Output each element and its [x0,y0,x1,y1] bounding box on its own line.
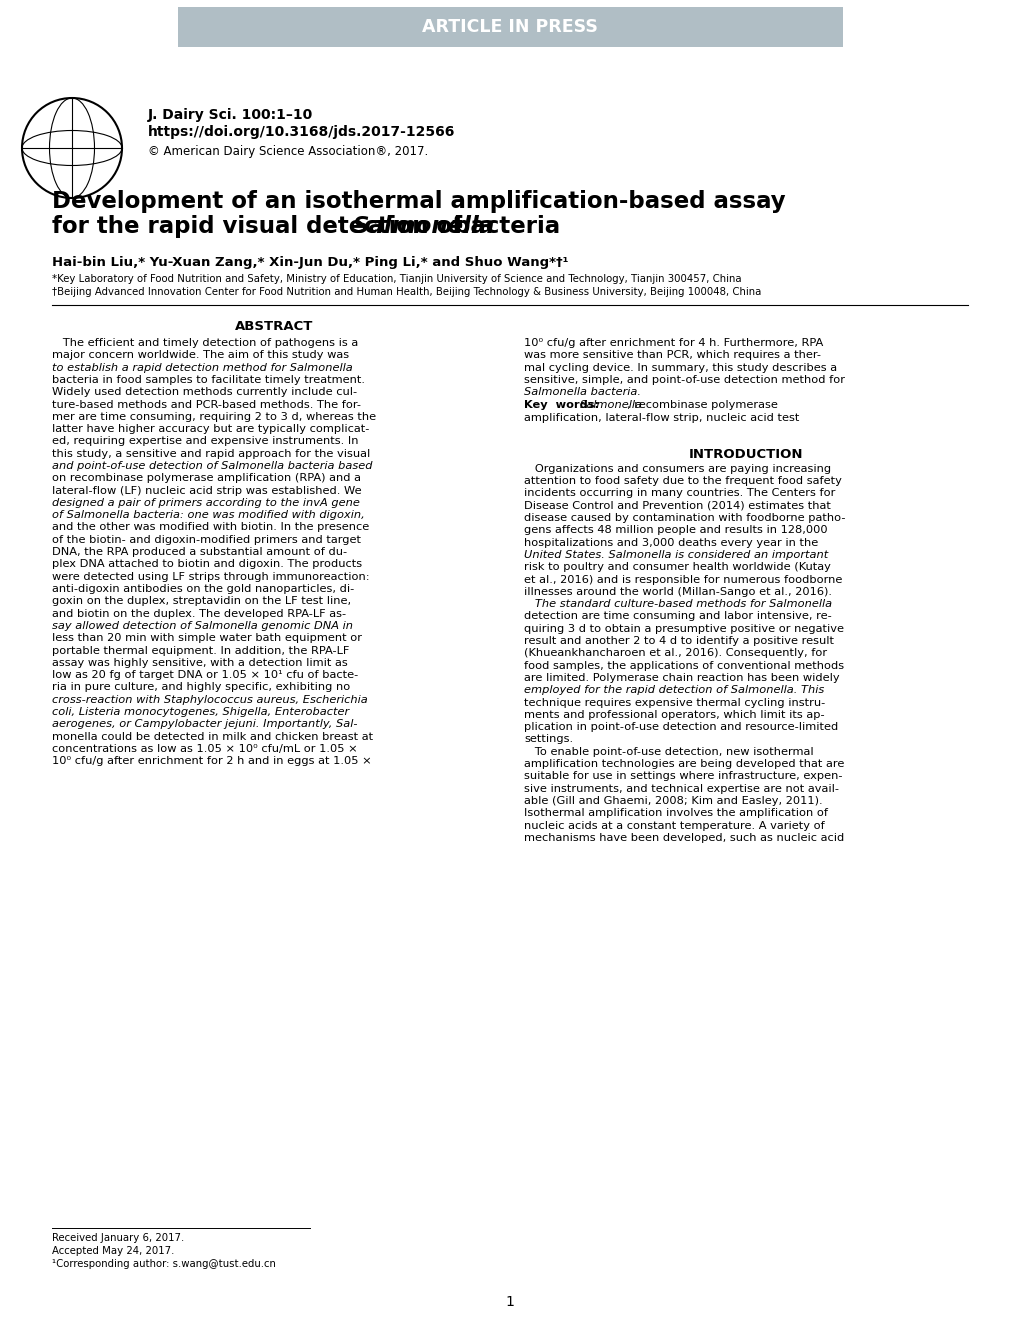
Text: mechanisms have been developed, such as nucleic acid: mechanisms have been developed, such as … [524,833,844,843]
Text: bacteria in food samples to facilitate timely treatment.: bacteria in food samples to facilitate t… [52,375,365,385]
Text: (Khueankhancharoen et al., 2016). Consequently, for: (Khueankhancharoen et al., 2016). Conseq… [524,648,826,659]
Text: settings.: settings. [524,734,573,744]
Text: Development of an isothermal amplification-based assay: Development of an isothermal amplificati… [52,190,785,213]
Text: plication in point-of-use detection and resource-limited: plication in point-of-use detection and … [524,722,838,733]
Text: latter have higher accuracy but are typically complicat-: latter have higher accuracy but are typi… [52,424,369,434]
Text: The efficient and timely detection of pathogens is a: The efficient and timely detection of pa… [52,338,358,348]
Text: Widely used detection methods currently include cul-: Widely used detection methods currently … [52,387,357,397]
Text: *Key Laboratory of Food Nutrition and Safety, Ministry of Education, Tianjin Uni: *Key Laboratory of Food Nutrition and Sa… [52,275,741,284]
Text: assay was highly sensitive, with a detection limit as: assay was highly sensitive, with a detec… [52,657,347,668]
Text: Salmonella bacteria.: Salmonella bacteria. [524,387,640,397]
Text: major concern worldwide. The aim of this study was: major concern worldwide. The aim of this… [52,350,348,360]
Text: this study, a sensitive and rapid approach for the visual: this study, a sensitive and rapid approa… [52,449,370,459]
Text: concentrations as low as 1.05 × 10⁰ cfu/mL or 1.05 ×: concentrations as low as 1.05 × 10⁰ cfu/… [52,744,358,754]
Text: 1: 1 [505,1295,514,1309]
Text: employed for the rapid detection of Salmonella. This: employed for the rapid detection of Salm… [524,685,823,696]
Text: sensitive, simple, and point-of-use detection method for: sensitive, simple, and point-of-use dete… [524,375,844,385]
Text: of the biotin- and digoxin-modified primers and target: of the biotin- and digoxin-modified prim… [52,535,361,545]
Text: and point-of-use detection of Salmonella bacteria based: and point-of-use detection of Salmonella… [52,461,372,471]
Text: food samples, the applications of conventional methods: food samples, the applications of conven… [524,661,844,671]
Text: coli, Listeria monocytogenes, Shigella, Enterobacter: coli, Listeria monocytogenes, Shigella, … [52,708,348,717]
Text: to establish a rapid detection method for Salmonella: to establish a rapid detection method fo… [52,363,353,372]
Text: ¹Corresponding author: s.wang@tust.edu.cn: ¹Corresponding author: s.wang@tust.edu.c… [52,1259,275,1269]
Text: aerogenes, or Campylobacter jejuni. Importantly, Sal-: aerogenes, or Campylobacter jejuni. Impo… [52,719,357,729]
Text: Disease Control and Prevention (2014) estimates that: Disease Control and Prevention (2014) es… [524,500,830,511]
Text: Organizations and consumers are paying increasing: Organizations and consumers are paying i… [524,463,830,474]
Text: INTRODUCTION: INTRODUCTION [688,447,803,461]
Text: amplification technologies are being developed that are: amplification technologies are being dev… [524,759,844,770]
Text: designed a pair of primers according to the invA gene: designed a pair of primers according to … [52,498,360,508]
Text: To enable point-of-use detection, new isothermal: To enable point-of-use detection, new is… [524,747,813,756]
Text: technique requires expensive thermal cycling instru-: technique requires expensive thermal cyc… [524,697,824,708]
Text: risk to poultry and consumer health worldwide (Kutay: risk to poultry and consumer health worl… [524,562,830,573]
Text: †Beijing Advanced Innovation Center for Food Nutrition and Human Health, Beijing: †Beijing Advanced Innovation Center for … [52,286,760,297]
Text: ed, requiring expertise and expensive instruments. In: ed, requiring expertise and expensive in… [52,437,358,446]
Text: incidents occurring in many countries. The Centers for: incidents occurring in many countries. T… [524,488,835,499]
Text: J. Dairy Sci. 100:1–10: J. Dairy Sci. 100:1–10 [148,108,313,121]
Text: illnesses around the world (Millan-Sango et al., 2016).: illnesses around the world (Millan-Sango… [524,587,832,597]
Text: Key  words:: Key words: [524,400,598,411]
Text: mal cycling device. In summary, this study describes a: mal cycling device. In summary, this stu… [524,363,837,372]
Text: ABSTRACT: ABSTRACT [234,319,313,333]
Text: et al., 2016) and is responsible for numerous foodborne: et al., 2016) and is responsible for num… [524,574,842,585]
Text: Accepted May 24, 2017.: Accepted May 24, 2017. [52,1246,174,1257]
Text: United States. Salmonella is considered an important: United States. Salmonella is considered … [524,550,827,560]
Text: on recombinase polymerase amplification (RPA) and a: on recombinase polymerase amplification … [52,474,361,483]
Text: amplification, lateral-flow strip, nucleic acid test: amplification, lateral-flow strip, nucle… [524,413,799,422]
Text: Salmonella: Salmonella [580,400,642,411]
Text: of Salmonella bacteria: one was modified with digoxin,: of Salmonella bacteria: one was modified… [52,511,365,520]
Text: , recombinase polymerase: , recombinase polymerase [627,400,777,411]
Text: and biotin on the duplex. The developed RPA-LF as-: and biotin on the duplex. The developed … [52,609,345,619]
Text: ture-based methods and PCR-based methods. The for-: ture-based methods and PCR-based methods… [52,400,361,409]
Text: nucleic acids at a constant temperature. A variety of: nucleic acids at a constant temperature.… [524,821,824,830]
Text: lateral-flow (LF) nucleic acid strip was established. We: lateral-flow (LF) nucleic acid strip was… [52,486,362,495]
Text: bacteria: bacteria [445,215,559,238]
Text: plex DNA attached to biotin and digoxin. The products: plex DNA attached to biotin and digoxin.… [52,560,362,569]
Text: were detected using LF strips through immunoreaction:: were detected using LF strips through im… [52,572,369,582]
Text: 10⁰ cfu/g after enrichment for 4 h. Furthermore, RPA: 10⁰ cfu/g after enrichment for 4 h. Furt… [524,338,822,348]
Text: suitable for use in settings where infrastructure, expen-: suitable for use in settings where infra… [524,771,842,781]
Text: Received January 6, 2017.: Received January 6, 2017. [52,1233,184,1243]
Text: result and another 2 to 4 d to identify a positive result: result and another 2 to 4 d to identify … [524,636,834,645]
Text: low as 20 fg of target DNA or 1.05 × 10¹ cfu of bacte-: low as 20 fg of target DNA or 1.05 × 10¹… [52,671,358,680]
Text: attention to food safety due to the frequent food safety: attention to food safety due to the freq… [524,477,841,486]
Text: ments and professional operators, which limit its ap-: ments and professional operators, which … [524,710,823,719]
Text: mer are time consuming, requiring 2 to 3 d, whereas the: mer are time consuming, requiring 2 to 3… [52,412,376,422]
Text: The standard culture-based methods for Salmonella: The standard culture-based methods for S… [524,599,832,609]
Text: monella could be detected in milk and chicken breast at: monella could be detected in milk and ch… [52,731,373,742]
Text: sive instruments, and technical expertise are not avail-: sive instruments, and technical expertis… [524,784,839,793]
Text: was more sensitive than PCR, which requires a ther-: was more sensitive than PCR, which requi… [524,350,820,360]
Text: detection are time consuming and labor intensive, re-: detection are time consuming and labor i… [524,611,830,622]
Text: and the other was modified with biotin. In the presence: and the other was modified with biotin. … [52,523,369,532]
Text: portable thermal equipment. In addition, the RPA-LF: portable thermal equipment. In addition,… [52,645,350,656]
Text: https://doi.org/10.3168/jds.2017-12566: https://doi.org/10.3168/jds.2017-12566 [148,125,454,139]
Text: goxin on the duplex, streptavidin on the LF test line,: goxin on the duplex, streptavidin on the… [52,597,351,606]
Text: quiring 3 d to obtain a presumptive positive or negative: quiring 3 d to obtain a presumptive posi… [524,624,843,634]
Text: © American Dairy Science Association®, 2017.: © American Dairy Science Association®, 2… [148,145,428,158]
Text: say allowed detection of Salmonella genomic DNA in: say allowed detection of Salmonella geno… [52,620,353,631]
Text: gens affects 48 million people and results in 128,000: gens affects 48 million people and resul… [524,525,826,536]
Text: less than 20 min with simple water bath equipment or: less than 20 min with simple water bath … [52,634,362,643]
Text: are limited. Polymerase chain reaction has been widely: are limited. Polymerase chain reaction h… [524,673,839,682]
Text: disease caused by contamination with foodborne patho-: disease caused by contamination with foo… [524,513,845,523]
Text: Isothermal amplification involves the amplification of: Isothermal amplification involves the am… [524,808,827,818]
Text: for the rapid visual detection of: for the rapid visual detection of [52,215,470,238]
Text: ria in pure culture, and highly specific, exhibiting no: ria in pure culture, and highly specific… [52,682,350,693]
Bar [178,7,842,48]
Text: cross-reaction with Staphylococcus aureus, Escherichia: cross-reaction with Staphylococcus aureu… [52,694,368,705]
Text: Hai-bin Liu,* Yu-Xuan Zang,* Xin-Jun Du,* Ping Li,* and Shuo Wang*†¹: Hai-bin Liu,* Yu-Xuan Zang,* Xin-Jun Du,… [52,256,568,269]
Text: ARTICLE IN PRESS: ARTICLE IN PRESS [422,18,597,36]
Text: hospitalizations and 3,000 deaths every year in the: hospitalizations and 3,000 deaths every … [524,537,817,548]
Text: able (Gill and Ghaemi, 2008; Kim and Easley, 2011).: able (Gill and Ghaemi, 2008; Kim and Eas… [524,796,821,807]
Text: anti-digoxin antibodies on the gold nanoparticles, di-: anti-digoxin antibodies on the gold nano… [52,583,354,594]
Text: Salmonella: Salmonella [353,215,494,238]
Text: DNA, the RPA produced a substantial amount of du-: DNA, the RPA produced a substantial amou… [52,546,346,557]
Text: 10⁰ cfu/g after enrichment for 2 h and in eggs at 1.05 ×: 10⁰ cfu/g after enrichment for 2 h and i… [52,756,371,766]
